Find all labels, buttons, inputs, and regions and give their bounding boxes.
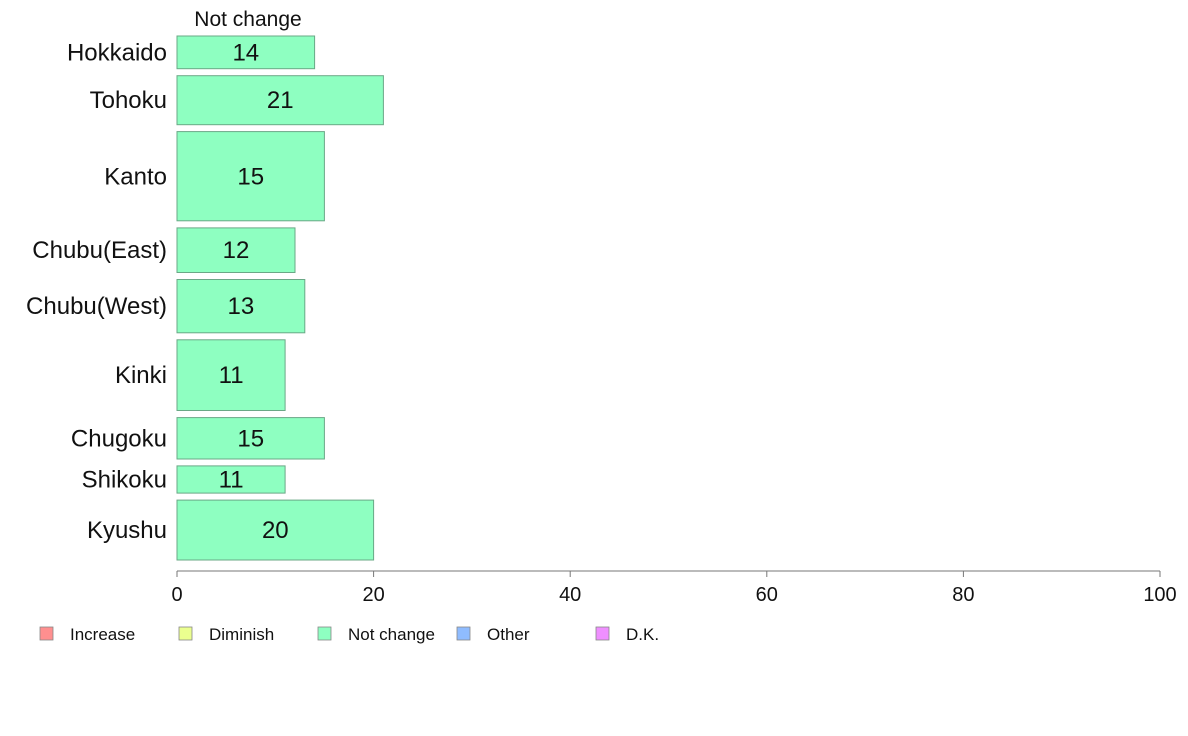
x-tick-label: 100 bbox=[1143, 584, 1176, 606]
value-label: 12 bbox=[223, 237, 250, 264]
category-label: Tohoku bbox=[90, 87, 167, 114]
bar bbox=[176, 465, 286, 494]
bar bbox=[176, 499, 375, 561]
category-label: Chugoku bbox=[71, 425, 167, 452]
bars-group: Hokkaido 14 Tohoku 21 Kanto 15 Chubu(East) 12 Ch… bbox=[26, 35, 384, 561]
x-tick-label: 40 bbox=[559, 584, 581, 606]
value-label: 15 bbox=[237, 163, 264, 190]
legend-swatch bbox=[595, 626, 610, 641]
value-label: 15 bbox=[237, 425, 264, 452]
x-tick-label: 0 bbox=[171, 584, 182, 606]
x-tick-label: 80 bbox=[952, 584, 974, 606]
x-axis: 0 20 40 60 80 100 bbox=[171, 570, 1177, 606]
category-label: Kinki bbox=[115, 362, 167, 389]
value-label: 14 bbox=[232, 39, 259, 66]
bar bbox=[176, 75, 384, 126]
legend-label: Diminish bbox=[209, 625, 274, 644]
category-label: Hokkaido bbox=[67, 39, 167, 66]
legend-label: Not change bbox=[348, 625, 435, 644]
category-label: Shikoku bbox=[82, 467, 167, 494]
category-label: Kanto bbox=[104, 163, 167, 190]
bar bbox=[176, 279, 306, 334]
bar bbox=[176, 227, 296, 273]
value-label: 11 bbox=[219, 362, 244, 389]
category-label: Kyushu bbox=[87, 517, 167, 544]
bar bbox=[176, 131, 325, 222]
value-label: 21 bbox=[267, 87, 294, 114]
bar bbox=[176, 339, 286, 411]
value-label: 13 bbox=[228, 293, 255, 320]
value-label: 20 bbox=[262, 517, 289, 544]
legend-swatch bbox=[178, 626, 193, 641]
legend-label: D.K. bbox=[626, 625, 659, 644]
bar bbox=[176, 417, 325, 460]
legend-swatch bbox=[317, 626, 332, 641]
legend-label: Other bbox=[487, 625, 530, 644]
x-tick-label: 60 bbox=[756, 584, 778, 606]
bar bbox=[176, 35, 316, 70]
legend-swatch bbox=[456, 626, 471, 641]
legend: Increase Diminish Not change Other D.K. bbox=[39, 625, 659, 644]
legend-label: Increase bbox=[70, 625, 135, 644]
category-label: Chubu(West) bbox=[26, 293, 167, 320]
category-label: Chubu(East) bbox=[32, 237, 167, 264]
column-header: Not change bbox=[194, 8, 301, 31]
value-label: 11 bbox=[219, 467, 244, 494]
legend-swatch bbox=[39, 626, 54, 641]
x-tick-label: 20 bbox=[362, 584, 384, 606]
